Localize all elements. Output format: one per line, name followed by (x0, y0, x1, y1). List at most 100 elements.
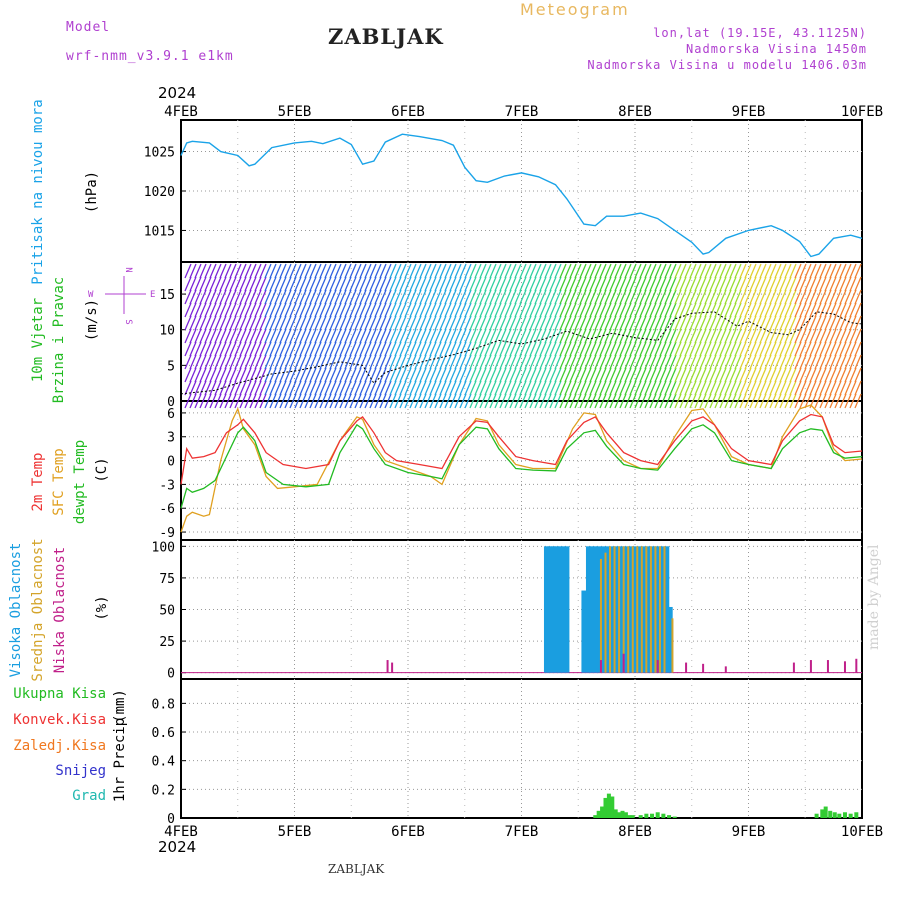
wind-barb (624, 367, 632, 383)
wind-barb (839, 263, 847, 279)
wind-barb (254, 263, 262, 279)
wind-barb (439, 367, 447, 383)
model-name: wrf-nmm_v3.9.1 e1km (66, 49, 234, 64)
wind-barb (429, 315, 437, 331)
wind-barb (609, 393, 617, 409)
wind-barb (824, 276, 832, 292)
wind-barb (799, 276, 807, 292)
wind-barb (274, 263, 282, 279)
wind-barb (424, 289, 432, 305)
wind-barb (534, 302, 542, 318)
wind-barb (519, 289, 527, 305)
wind-barb (829, 354, 837, 370)
wind-barb (434, 341, 442, 357)
wind-barb (719, 367, 727, 383)
wind-barb (459, 328, 467, 344)
wind-barb (834, 328, 842, 344)
wind-barb (329, 289, 337, 305)
wind-barb (719, 380, 727, 396)
wind-barb (559, 354, 567, 370)
wind-barb (384, 380, 392, 396)
wind-barb (529, 328, 537, 344)
wind-barb (804, 302, 812, 318)
wind-barb (699, 367, 707, 383)
wind-barb (544, 341, 552, 357)
wind-barb (454, 328, 462, 344)
wind-barb (304, 276, 312, 292)
wind-barb (579, 276, 587, 292)
cloud-bar-low (809, 660, 812, 673)
wind-barb (449, 289, 457, 305)
wind-barb (509, 341, 517, 357)
wind-barb (214, 367, 222, 383)
wind-barb (554, 263, 562, 279)
model-elevation-info: Nadmorska Visina u modelu 1406.03m (587, 58, 867, 72)
wind-barb (354, 276, 362, 292)
wind-barb (849, 263, 857, 279)
wind-barb (794, 263, 802, 279)
wind-barb (544, 302, 552, 318)
wind-barb (574, 354, 582, 370)
wind-barb (699, 302, 707, 318)
wind-barb (629, 315, 637, 331)
wind-barb (484, 367, 492, 383)
wind-barb (294, 393, 302, 409)
wind-barb (719, 341, 727, 357)
wind-barb (824, 341, 832, 357)
wind-barb (219, 289, 227, 305)
wind-barb (629, 289, 637, 305)
wind-barb (769, 328, 777, 344)
wind-barb (849, 289, 857, 305)
wind-barb (319, 289, 327, 305)
wind-barb (189, 341, 197, 357)
wind-barb (364, 380, 372, 396)
wind-barb (619, 393, 627, 409)
legend-grad: Grad (72, 788, 106, 804)
cloud-bar-low (702, 663, 705, 673)
wind-barb (529, 393, 537, 409)
wind-barb (819, 263, 827, 279)
wind-barb (204, 315, 212, 331)
wind-barb (749, 393, 757, 409)
x-tick-label-bottom: 5FEB (278, 824, 312, 840)
wind-barb (499, 289, 507, 305)
wind-barb (489, 328, 497, 344)
wind-barb (224, 367, 232, 383)
wind-barb (834, 302, 842, 318)
wind-barb (769, 380, 777, 396)
wind-barb (474, 380, 482, 396)
wind-barb (189, 276, 197, 292)
wind-barb (289, 289, 297, 305)
wind-barb (819, 302, 827, 318)
wind-barb (679, 302, 687, 318)
wind-barb (229, 289, 237, 305)
wind-barb (789, 289, 797, 305)
wind-barb (274, 341, 282, 357)
wind-barb (339, 276, 347, 292)
cloud-bar-mid (671, 618, 674, 673)
wind-barb (214, 354, 222, 370)
wind-barb (834, 315, 842, 331)
wind-barb (374, 328, 382, 344)
wind-barb (534, 315, 542, 331)
wind-barb (739, 380, 747, 396)
wind-barb (834, 276, 842, 292)
wind-barb (514, 393, 522, 409)
wind-barb (819, 289, 827, 305)
wind-barb (204, 263, 212, 279)
wind-barb (669, 354, 677, 370)
wind-barb (229, 380, 237, 396)
wind-barb (239, 380, 247, 396)
wind-barb (454, 341, 462, 357)
wind-barb (204, 380, 212, 396)
wind-barb (499, 263, 507, 279)
wind-barb (314, 367, 322, 383)
wind-barb (539, 263, 547, 279)
wind-barb (194, 276, 202, 292)
wind-barb (399, 380, 407, 396)
wind-barb (664, 393, 672, 409)
wind-barb (814, 354, 822, 370)
wind-barb (474, 393, 482, 409)
wind-barb (484, 341, 492, 357)
